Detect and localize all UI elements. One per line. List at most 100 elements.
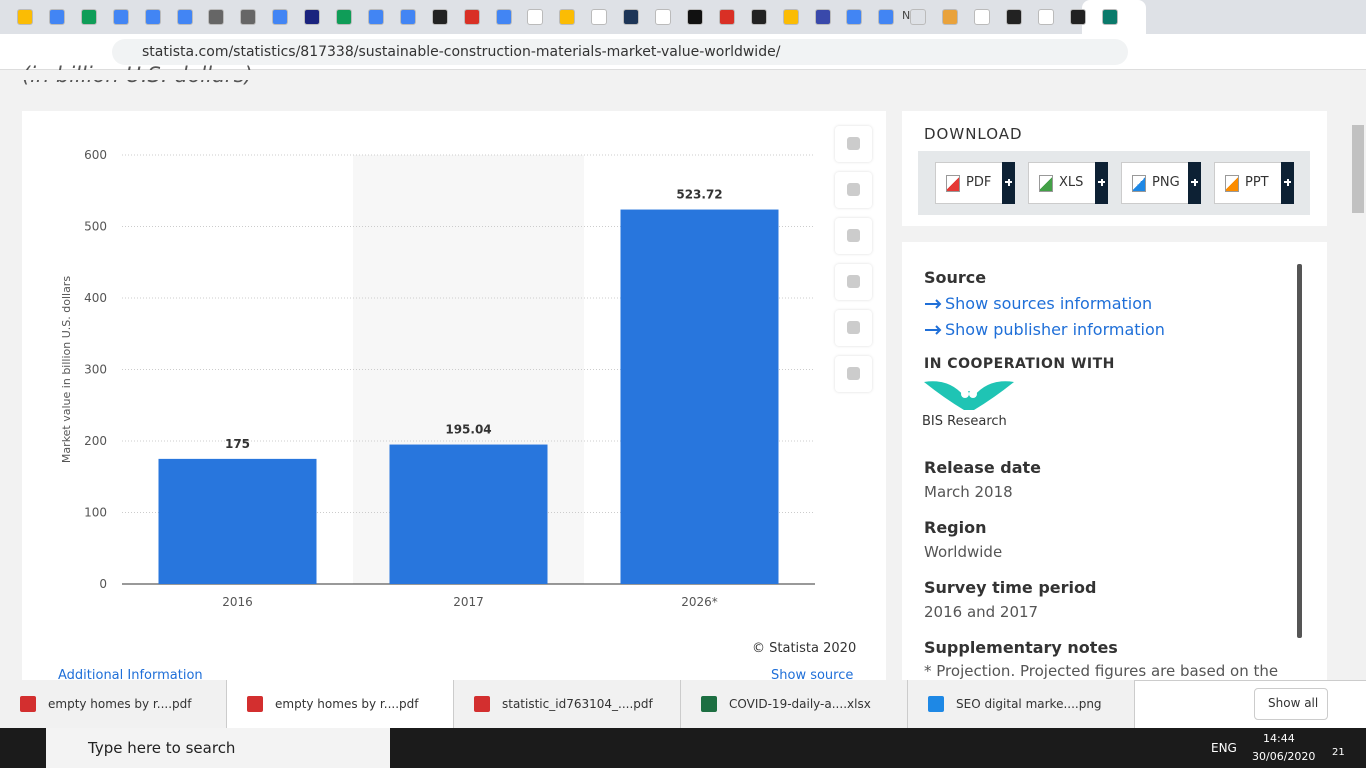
tab-icon[interactable] xyxy=(814,9,831,25)
plus-v xyxy=(1286,178,1289,186)
arrows xyxy=(925,299,942,335)
tab-icon[interactable] xyxy=(1069,9,1086,25)
value-label: 195.04 xyxy=(445,423,491,437)
tab-icon[interactable] xyxy=(17,9,33,25)
tab-bar xyxy=(0,0,1366,34)
tool-button[interactable] xyxy=(835,172,872,208)
tab-icon[interactable] xyxy=(48,9,65,25)
show-all[interactable]: Show all xyxy=(1254,688,1328,720)
y-axis-label: Market value in billion U.S. dollars xyxy=(60,276,73,463)
tab-icon[interactable] xyxy=(208,9,225,25)
scrollbar[interactable] xyxy=(1350,70,1366,680)
tab-icon[interactable] xyxy=(878,9,895,25)
tab-icon[interactable] xyxy=(304,9,321,25)
x-tick-label: 2026* xyxy=(681,595,718,609)
tab-icon[interactable] xyxy=(623,9,640,25)
inner-scrollbar[interactable] xyxy=(1297,264,1302,638)
date[interactable]: 30/06/2020 xyxy=(1252,750,1316,763)
tab-icon[interactable] xyxy=(176,9,193,25)
tab-icon[interactable] xyxy=(80,9,97,25)
lang[interactable]: ENG xyxy=(1211,741,1237,755)
tab-icon[interactable] xyxy=(336,9,352,25)
tab-icon[interactable] xyxy=(686,9,703,25)
tab-icon[interactable] xyxy=(1005,9,1022,25)
tab-icon[interactable] xyxy=(718,9,735,25)
download-file-icon xyxy=(474,696,490,712)
tool-button[interactable] xyxy=(835,218,872,254)
download-file-icon xyxy=(247,696,263,712)
show-source[interactable]: Show source xyxy=(771,668,854,683)
tab-icon[interactable] xyxy=(144,9,161,25)
file-icon xyxy=(1225,175,1239,192)
tab-icon[interactable] xyxy=(463,9,480,25)
tab-icon[interactable] xyxy=(495,9,512,25)
bar[interactable] xyxy=(620,209,779,584)
notifications[interactable]: 21 xyxy=(1332,747,1345,758)
chart-card: 0 100 200 300 400 500 600 Market value in billi… xyxy=(22,111,886,680)
source-title: Source xyxy=(924,268,987,287)
download-button[interactable]: PPT xyxy=(1214,162,1294,204)
details-card: Source Show sources information Show pub… xyxy=(902,242,1327,680)
tab-icon[interactable] xyxy=(1101,9,1118,25)
tool-icon xyxy=(847,367,860,380)
button-label: PDF xyxy=(966,175,992,190)
download-button[interactable]: PDF xyxy=(935,162,1015,204)
bar[interactable] xyxy=(158,458,317,584)
tab-icon[interactable] xyxy=(272,9,289,25)
download-title: DOWNLOAD xyxy=(924,125,1023,143)
plus-tab xyxy=(1095,162,1108,204)
download-button[interactable]: XLS xyxy=(1028,162,1108,204)
x-tick-label: 2017 xyxy=(453,595,484,609)
download-file-icon xyxy=(701,696,717,712)
y-tick-label: 300 xyxy=(84,363,107,377)
tab-icon[interactable] xyxy=(782,9,799,25)
field-value: Worldwide xyxy=(924,543,1003,561)
tab-icon[interactable] xyxy=(942,9,959,25)
y-tick-label: 100 xyxy=(84,506,107,520)
search-box[interactable]: Type here to search xyxy=(46,728,390,768)
tab-icon[interactable] xyxy=(655,9,671,25)
time[interactable]: 14:44 xyxy=(1263,732,1295,745)
tab-icon[interactable] xyxy=(1037,9,1054,25)
tab-icon[interactable] xyxy=(527,9,544,25)
tab-icon[interactable] xyxy=(240,9,257,25)
download-item[interactable]: COVID-19-daily-a....xlsx xyxy=(681,680,908,728)
tab-icon[interactable] xyxy=(431,9,448,25)
tab-icon[interactable] xyxy=(399,9,416,25)
download-item[interactable]: SEO digital marke....png xyxy=(908,680,1135,728)
bar[interactable] xyxy=(389,444,548,584)
credit: © Statista 2020 xyxy=(752,641,857,656)
download-item[interactable]: empty homes by r....pdf xyxy=(0,680,227,728)
download-button[interactable]: PNG xyxy=(1121,162,1201,204)
url-bar[interactable]: statista.com/statistics/817338/sustainab… xyxy=(112,39,1128,65)
tab-icon[interactable] xyxy=(559,9,576,25)
y-tick-label: 0 xyxy=(99,577,107,591)
plus-tab xyxy=(1188,162,1201,204)
source-link[interactable]: Show sources information xyxy=(945,294,1153,313)
field-label: Region xyxy=(924,518,987,537)
file-icon xyxy=(1039,175,1053,192)
value-label: 175 xyxy=(225,437,250,451)
publisher-link[interactable]: Show publisher information xyxy=(945,320,1165,339)
tab-icon[interactable] xyxy=(750,9,767,25)
mask xyxy=(0,70,1350,80)
tab-icon[interactable] xyxy=(910,9,927,25)
tab-icon[interactable] xyxy=(846,9,863,25)
additional-info[interactable]: Additional Information xyxy=(58,668,203,683)
tab-icon[interactable] xyxy=(974,9,990,25)
tab-icon[interactable] xyxy=(367,9,384,25)
tool-button[interactable] xyxy=(835,356,872,392)
scroll-thumb[interactable] xyxy=(1352,125,1364,213)
y-tick-label: 600 xyxy=(84,148,107,162)
partner-logo xyxy=(924,381,1014,410)
plus-tab xyxy=(1002,162,1015,204)
tab-icon[interactable] xyxy=(591,9,608,25)
tool-button[interactable] xyxy=(835,126,872,162)
tool-button[interactable] xyxy=(835,310,872,346)
tool-button[interactable] xyxy=(835,264,872,300)
partner-name: BIS Research xyxy=(922,414,1007,429)
download-item[interactable]: statistic_id763104_....pdf xyxy=(454,680,681,728)
download-item[interactable]: empty homes by r....pdf xyxy=(227,680,454,728)
tab-icon[interactable] xyxy=(112,9,129,25)
